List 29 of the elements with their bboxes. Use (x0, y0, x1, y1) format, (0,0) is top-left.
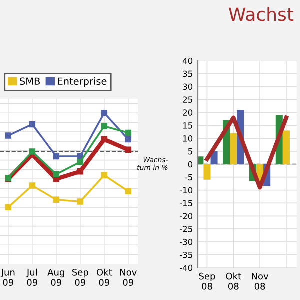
x-tick-label: Jul 09 (26, 268, 38, 286)
y-tick-label: 10 (183, 136, 193, 142)
x-tick-label: Okt 09 (96, 268, 112, 286)
x-tick-label: Jun 09 (0, 269, 15, 286)
chart-title: Wachst (228, 7, 294, 22)
y-tick-label: -40 (180, 264, 193, 272)
y-tick-label: 25 (183, 96, 192, 103)
y-tick-label: -20 (180, 213, 193, 220)
y-tick-label: -35 (180, 252, 192, 258)
x-tick-label: Nov 08 (252, 273, 269, 290)
x-tick-label: Okt 08 (226, 272, 242, 290)
y-tick-label: -25 (180, 226, 192, 232)
x-tick-label: Sep 08 (199, 272, 216, 290)
y-tick-label: -10 (180, 187, 193, 194)
y-tick-label: -5 (185, 174, 192, 181)
y-tick-label: 20 (183, 110, 193, 116)
y-tick-label: 0 (188, 161, 193, 168)
y-tick-label: -30 (180, 239, 193, 246)
x-tick-label: Sep 09 (72, 269, 88, 286)
y-tick-label: 40 (182, 58, 193, 64)
y-tick-label: 35 (183, 70, 192, 78)
y-tick-label: 15 (183, 122, 192, 129)
y-tick-label: -15 (180, 200, 192, 206)
y-tick-label: 30 (183, 84, 193, 90)
legend-label: Enterprise (58, 78, 107, 87)
x-tick-label: Aug 09 (48, 269, 64, 286)
x-tick-label: Nov 09 (120, 269, 137, 286)
y-tick-label: 5 (188, 148, 192, 155)
legend-label: SMB (20, 78, 40, 86)
